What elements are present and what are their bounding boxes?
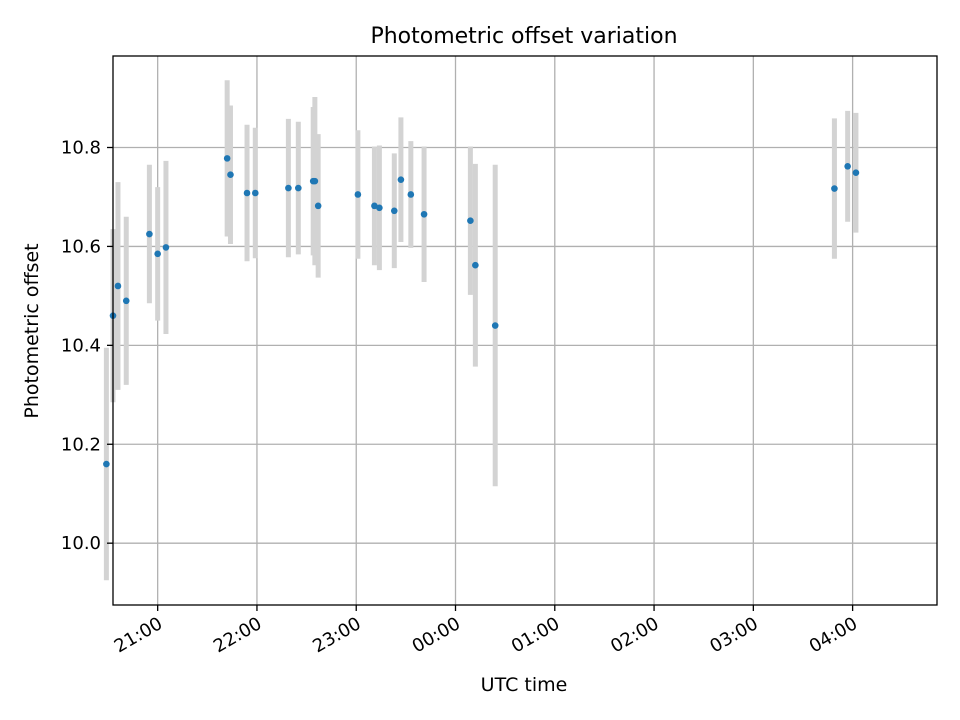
data-point — [397, 176, 405, 183]
grid — [113, 56, 937, 605]
data-point — [407, 191, 415, 198]
x-tick-label: 01:00 — [508, 613, 563, 657]
data-point — [146, 230, 153, 238]
x-tick-label: 21:00 — [111, 613, 166, 657]
data-point — [354, 191, 362, 198]
data-point — [491, 322, 499, 329]
data-point — [467, 217, 474, 224]
data-point — [831, 185, 838, 192]
x-tick-label: 00:00 — [409, 613, 464, 657]
data-point — [852, 169, 860, 177]
x-tick-label: 23:00 — [309, 613, 364, 657]
data-point — [314, 202, 322, 210]
data-point — [122, 297, 130, 305]
data-point — [162, 244, 170, 251]
data-point — [390, 207, 398, 215]
data-points — [103, 155, 860, 468]
data-point — [420, 210, 428, 218]
data-point — [371, 202, 378, 210]
y-tick-label: 10.6 — [61, 236, 101, 257]
data-point — [243, 189, 251, 197]
x-tick-label: 02:00 — [607, 613, 662, 657]
data-point — [251, 189, 259, 197]
y-tick-label: 10.0 — [61, 533, 101, 554]
x-tick-label: 03:00 — [706, 613, 761, 657]
data-point — [154, 250, 161, 258]
data-point — [295, 184, 302, 192]
x-tick-label: 04:00 — [806, 613, 861, 657]
y-axis-label: Photometric offset — [21, 243, 43, 418]
data-point — [227, 171, 234, 179]
data-point — [103, 460, 110, 468]
plot-frame — [112, 55, 938, 606]
data-point — [223, 155, 231, 162]
data-point — [114, 282, 122, 290]
x-axis-label: UTC time — [481, 674, 568, 696]
y-tick-label: 10.4 — [61, 335, 101, 356]
data-point — [285, 184, 292, 192]
x-tick-label: 22:00 — [210, 613, 265, 657]
data-point — [311, 177, 319, 185]
chart-title: Photometric offset variation — [370, 24, 677, 49]
data-point — [844, 162, 851, 170]
error-bars — [103, 80, 859, 581]
y-tick-label: 10.8 — [61, 138, 101, 159]
ticks: 21:00 22:00 23:00 00:00 01:00 02:00 03:00 04:00… — [61, 138, 861, 658]
data-point — [472, 261, 479, 269]
data-point — [376, 204, 383, 212]
y-tick-label: 10.2 — [61, 434, 101, 455]
